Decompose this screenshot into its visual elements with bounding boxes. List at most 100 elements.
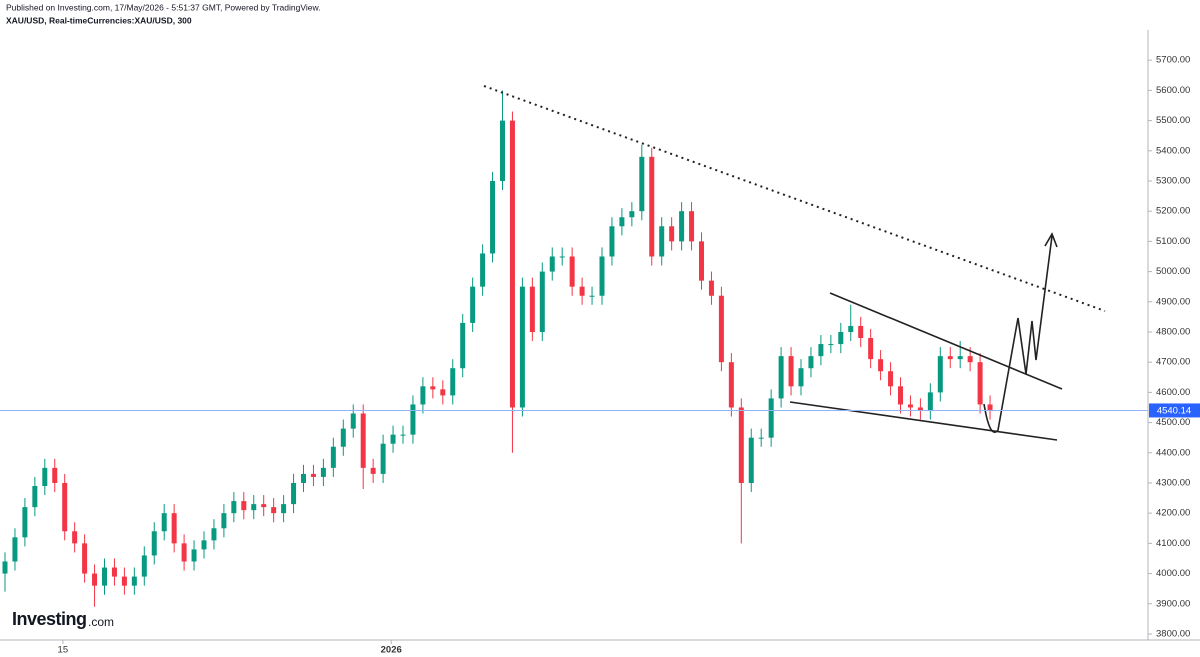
candle-body [758, 437, 764, 439]
candle-body [559, 256, 565, 258]
candle-body [629, 211, 635, 218]
candle-body [191, 549, 197, 562]
candle-body [728, 362, 734, 408]
candle-body [937, 356, 943, 393]
y-tick-label: 4100.00 [1156, 538, 1190, 549]
candle-body [281, 504, 287, 514]
candle-body [808, 356, 814, 369]
logo-suffix: .com [88, 615, 114, 629]
candle-body [470, 286, 476, 323]
candle-body [310, 473, 316, 477]
candle-body [898, 386, 903, 405]
y-tick-label: 3800.00 [1156, 628, 1190, 639]
candle-body [480, 253, 486, 287]
candle-body [42, 467, 48, 486]
trend-drawings [483, 85, 1106, 441]
candle-body [490, 180, 496, 254]
candle-body [251, 504, 257, 511]
candle-body [858, 325, 864, 339]
candle-body [151, 531, 157, 556]
wedge-upper-line [829, 292, 1063, 390]
candle-body [619, 217, 625, 227]
candle-body [987, 404, 993, 411]
candle-body [301, 473, 306, 483]
candle-body [888, 371, 894, 387]
candle-body [82, 543, 88, 574]
candle-body [947, 356, 953, 360]
dotted-trendline [483, 85, 1106, 312]
candle-body [917, 407, 923, 411]
candle-body [231, 501, 237, 514]
candle-body [838, 331, 844, 345]
candle-body [977, 362, 983, 405]
watermark: Investing .com [12, 609, 114, 629]
y-tick-label: 5600.00 [1156, 85, 1190, 96]
candle-body [529, 286, 535, 332]
candle-body [967, 356, 973, 363]
y-tick-label: 4600.00 [1156, 387, 1190, 398]
candle-body [868, 338, 874, 360]
candle-body [241, 501, 247, 511]
candle-body [360, 413, 366, 468]
candle-body [121, 576, 127, 586]
candles [2, 90, 993, 607]
last-price-box [1149, 403, 1200, 418]
y-tick-label: 4000.00 [1156, 568, 1190, 579]
candle-body [32, 485, 38, 508]
candle-body [659, 226, 665, 257]
y-tick-label: 5700.00 [1156, 55, 1190, 66]
y-tick-label: 5000.00 [1156, 266, 1190, 277]
candle-body [460, 322, 466, 369]
candle-body [539, 271, 545, 332]
candle-body [52, 467, 58, 483]
candle-body [92, 573, 98, 586]
candle-body [211, 528, 217, 541]
candle-body [131, 576, 137, 586]
y-tick-label: 3900.00 [1156, 598, 1190, 609]
candle-body [609, 226, 615, 257]
candle-body [72, 531, 78, 544]
y-tick-label: 4900.00 [1156, 296, 1190, 307]
candle-body [171, 513, 177, 544]
candle-body [111, 567, 117, 577]
y-tick-label: 5400.00 [1156, 145, 1190, 156]
projection-arrowhead [1044, 232, 1058, 248]
candle-body [878, 359, 884, 372]
y-tick-label: 4400.00 [1156, 447, 1190, 458]
x-tick-label: 2026 [381, 645, 402, 656]
logo-name: Investing [12, 609, 87, 629]
candle-body [350, 413, 356, 429]
y-tick-label: 5500.00 [1156, 115, 1190, 126]
candle-body [708, 280, 714, 296]
candle-body [639, 156, 645, 212]
candle-body [848, 325, 854, 332]
candle-body [748, 437, 754, 483]
candle-body [161, 513, 167, 532]
candle-body [390, 434, 396, 444]
candle-body [2, 561, 8, 574]
candle-body [181, 543, 187, 562]
candle-body [738, 407, 744, 483]
candle-body [907, 404, 913, 408]
candle-body [420, 386, 426, 405]
y-tick-label: 5300.00 [1156, 176, 1190, 187]
candle-body [221, 513, 227, 529]
y-tick-label: 4300.00 [1156, 477, 1190, 488]
chart-subtitle: XAU/USD, Real-timeCurrencies:XAU/USD, 30… [6, 15, 192, 25]
candle-body [291, 482, 297, 505]
candle-body [679, 211, 685, 242]
candle-body [500, 120, 505, 181]
candle-body [141, 555, 147, 577]
candle-body [340, 428, 346, 447]
candle-body [788, 356, 794, 387]
candle-body [957, 356, 963, 360]
y-tick-label: 5100.00 [1156, 236, 1190, 247]
candle-body [768, 398, 774, 438]
candle-body [699, 241, 704, 281]
candle-body [450, 368, 456, 396]
candle-body [828, 344, 834, 346]
candle-body [818, 344, 824, 357]
candle-body [12, 537, 18, 562]
candle-body [927, 392, 933, 411]
